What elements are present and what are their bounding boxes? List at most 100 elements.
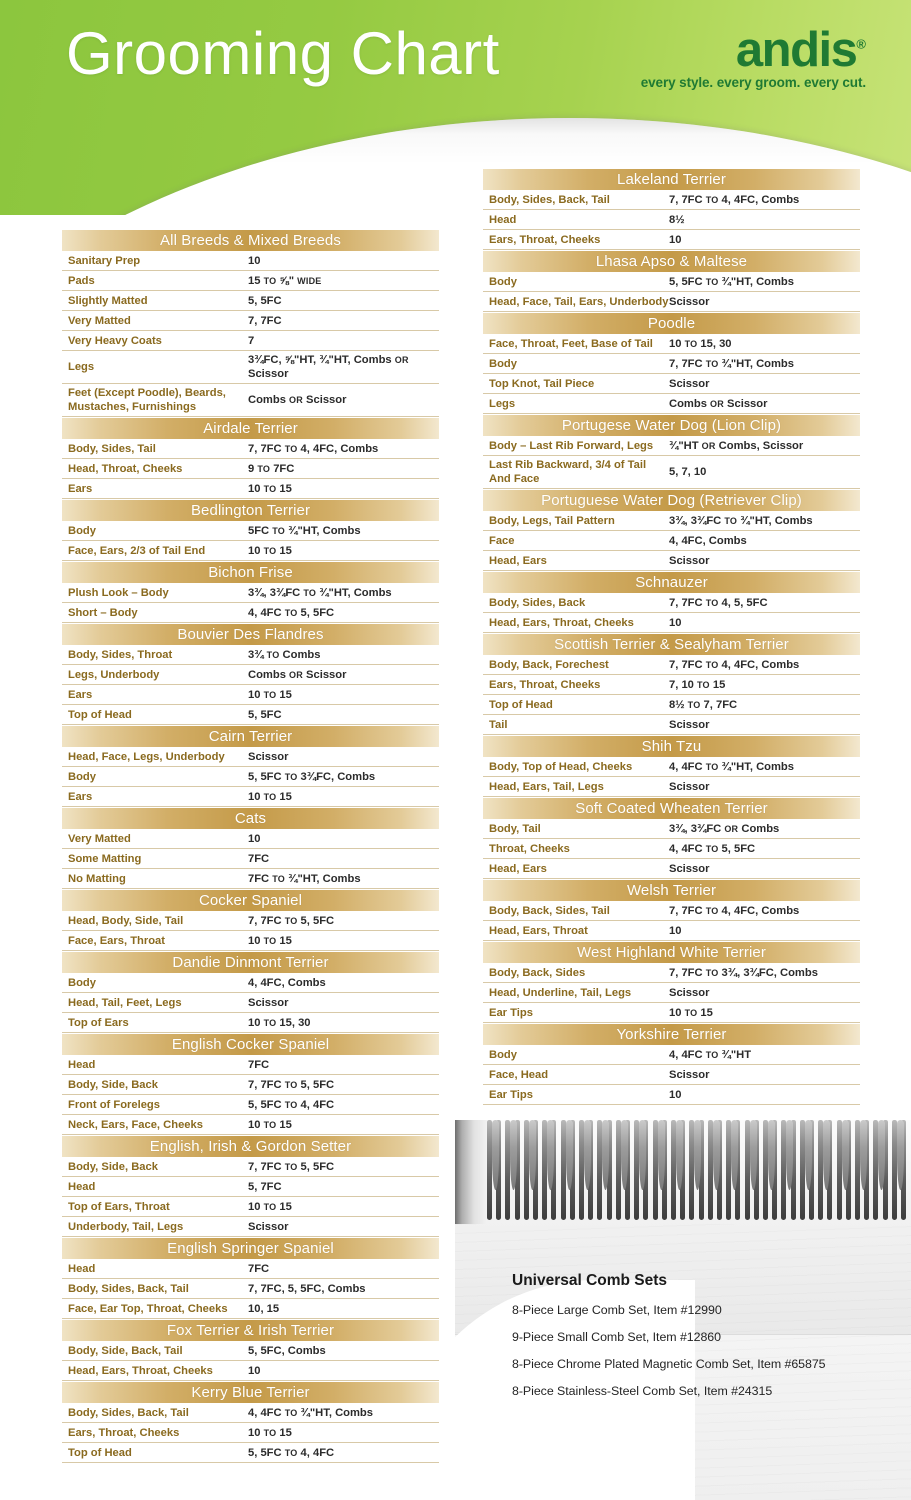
row-value: 10 TO 15 bbox=[248, 688, 292, 701]
blade-tooth bbox=[698, 1120, 704, 1220]
table-row: Slightly Matted 5, 5FC bbox=[62, 291, 439, 311]
registered-trademark-icon: ® bbox=[856, 36, 866, 52]
table-row: Underbody, Tail, Legs Scissor bbox=[62, 1217, 439, 1237]
row-value: Scissor bbox=[669, 1068, 710, 1081]
row-label: Head bbox=[489, 213, 517, 226]
row-label: Some Matting bbox=[68, 852, 142, 865]
row-value: 7, 10 TO 15 bbox=[669, 678, 726, 691]
row-value: 10 bbox=[669, 1088, 682, 1101]
table-row: Neck, Ears, Face, Cheeks 10 TO 15 bbox=[62, 1115, 439, 1135]
table-row: Tail Scissor bbox=[483, 715, 860, 735]
row-label: Very Matted bbox=[68, 314, 131, 327]
breed-section-header: Bichon Frise bbox=[62, 562, 439, 583]
connector-word: TO bbox=[705, 194, 719, 205]
breed-section-header: Portuguese Water Dog (Retriever Clip) bbox=[483, 490, 860, 511]
connector-word: TO bbox=[284, 1407, 298, 1418]
row-label: Head, Ears bbox=[489, 554, 547, 567]
breed-section-header: Welsh Terrier bbox=[483, 880, 860, 901]
table-row: Ears 10 TO 15 bbox=[62, 685, 439, 705]
breed-section-header: Shih Tzu bbox=[483, 736, 860, 757]
table-row: Legs Combs OR Scissor bbox=[483, 394, 860, 414]
row-label: Body, Sides, Back, Tail bbox=[489, 193, 610, 206]
blade-left-curve bbox=[455, 1280, 695, 1500]
row-value: 7 bbox=[248, 334, 255, 347]
row-value: 4, 4FC, Combs bbox=[248, 976, 326, 989]
row-label: Ears, Throat, Cheeks bbox=[489, 233, 601, 246]
table-row: Ears 10 TO 15 bbox=[62, 479, 439, 499]
blade-tooth bbox=[597, 1120, 603, 1220]
logo-wordmark: andis® bbox=[735, 23, 866, 77]
connector-word: TO bbox=[705, 276, 719, 287]
row-value: 7, 7FC bbox=[248, 314, 282, 327]
row-value: Scissor bbox=[669, 986, 710, 999]
row-label: Head, Ears, Throat, Cheeks bbox=[68, 1364, 213, 1377]
row-value: 7FC TO ¾"HT, Combs bbox=[248, 872, 361, 885]
table-row: Ears, Throat, Cheeks 7, 10 TO 15 bbox=[483, 675, 860, 695]
row-label: Head, Body, Side, Tail bbox=[68, 914, 184, 927]
connector-word: OR bbox=[710, 398, 724, 409]
row-value: 9 TO 7FC bbox=[248, 462, 295, 475]
row-label: Body, Side, Back bbox=[68, 1078, 158, 1091]
blade-tooth bbox=[505, 1120, 511, 1220]
blade-tooth bbox=[744, 1120, 750, 1220]
table-row: Body, Back, Forechest 7, 7FC TO 4, 4FC, C… bbox=[483, 655, 860, 675]
table-row: Head, Ears Scissor bbox=[483, 859, 860, 879]
connector-word: OR bbox=[394, 355, 409, 365]
connector-word: TO bbox=[272, 525, 285, 536]
breed-section-header: Lhasa Apso & Maltese bbox=[483, 251, 860, 272]
row-label: Ears, Throat, Cheeks bbox=[489, 678, 601, 691]
row-value: 7, 7FC TO 5, 5FC bbox=[248, 914, 335, 927]
row-label: Face, Ears, 2/3 of Tail End bbox=[68, 544, 206, 557]
blade-tooth bbox=[689, 1120, 695, 1220]
table-row: Body 7, 7FC TO ¾"HT, Combs bbox=[483, 354, 860, 374]
connector-word: TO bbox=[284, 915, 298, 926]
blade-comb-tooth bbox=[620, 1120, 628, 1190]
row-label: Ears bbox=[68, 482, 93, 495]
blade-tooth bbox=[799, 1120, 805, 1220]
breed-section-header: Cocker Spaniel bbox=[62, 890, 439, 911]
breed-section-header: Dandie Dinmont Terrier bbox=[62, 952, 439, 973]
row-value: 3¾, 3¾FC TO ¾"HT, Combs bbox=[248, 586, 392, 599]
blade-tooth bbox=[634, 1120, 640, 1220]
row-value: 7, 7FC TO 3¾, 3¾FC, Combs bbox=[669, 966, 818, 979]
blade-comb-tooth bbox=[804, 1120, 812, 1190]
row-value: 7, 7FC TO ¾"HT, Combs bbox=[669, 357, 794, 370]
row-label: Body, Back, Sides bbox=[489, 966, 586, 979]
blade-comb-tooth bbox=[676, 1120, 683, 1190]
table-row: Body, Sides, Back, Tail 7, 7FC TO 4, 4FC,… bbox=[483, 190, 860, 210]
breed-section-header: English Cocker Spaniel bbox=[62, 1034, 439, 1055]
breed-section-header: English, Irish & Gordon Setter bbox=[62, 1136, 439, 1157]
row-value: 5, 7, 10 bbox=[669, 466, 707, 478]
row-label: Last Rib Backward, 3/4 of Tail And Face bbox=[489, 459, 647, 485]
connector-word: TO bbox=[705, 843, 719, 854]
row-label: Legs, Underbody bbox=[68, 668, 160, 681]
row-value: Scissor bbox=[669, 718, 710, 731]
row-value: Combs OR Scissor bbox=[248, 394, 347, 406]
table-row: Body, Sides, Back, Tail 4, 4FC TO ¾"HT, C… bbox=[62, 1403, 439, 1423]
breed-section-header: Schnauzer bbox=[483, 572, 860, 593]
row-value: 5FC TO ¾"HT, Combs bbox=[248, 524, 361, 537]
table-row: Sanitary Prep 10 bbox=[62, 251, 439, 271]
breed-section-header: Cairn Terrier bbox=[62, 726, 439, 747]
logo-tagline: every style. every groom. every cut. bbox=[640, 75, 866, 91]
blade-comb-tooth bbox=[768, 1120, 775, 1190]
row-value: 10 TO 15 bbox=[669, 1006, 713, 1019]
table-row: Some Matting 7FC bbox=[62, 849, 439, 869]
table-row: Ears, Throat, Cheeks 10 TO 15 bbox=[62, 1423, 439, 1443]
row-value: 10 bbox=[669, 924, 682, 937]
universal-comb-sets: Universal Comb Sets 8-Piece Large Comb S… bbox=[512, 1272, 897, 1411]
table-row: Face, Ear Top, Throat, Cheeks 10, 15 bbox=[62, 1299, 439, 1319]
blade-tooth bbox=[707, 1120, 713, 1220]
connector-word: TO bbox=[705, 597, 719, 608]
blade-tooth bbox=[726, 1120, 732, 1220]
table-row: Ear Tips 10 TO 15 bbox=[483, 1003, 860, 1023]
table-row: Body, Sides, Back, Tail 7, 7FC, 5, 5FC, C… bbox=[62, 1279, 439, 1299]
logo-wordmark-text: andis bbox=[735, 23, 858, 77]
row-value: 5, 5FC bbox=[248, 294, 282, 307]
row-value: 10 bbox=[248, 1364, 261, 1377]
row-label: No Matting bbox=[68, 872, 126, 885]
row-label: Slightly Matted bbox=[68, 294, 148, 307]
connector-word: OR bbox=[289, 669, 303, 680]
table-row: Body, Side, Back 7, 7FC TO 5, 5FC bbox=[62, 1075, 439, 1095]
connector-word: TO bbox=[263, 545, 277, 556]
